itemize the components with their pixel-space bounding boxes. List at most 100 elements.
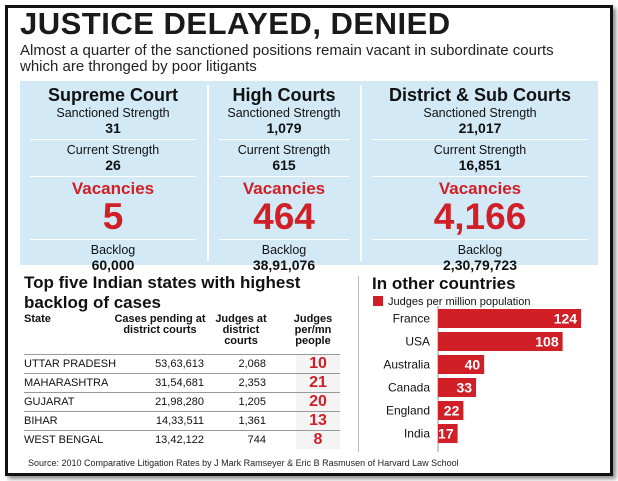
court-name: Supreme Court [47, 85, 179, 105]
court-column-district: District & Sub Courts Sanctioned Strengt… [362, 81, 598, 273]
states-table: State Cases pending at district courts J… [24, 314, 340, 449]
bar-value-label: 108 [535, 334, 559, 350]
court-name: District & Sub Courts [388, 85, 571, 105]
row-state: UTTAR PRADESH [24, 358, 117, 370]
sanctioned-label: Sanctioned Strength [56, 106, 170, 120]
category-label: USA [405, 335, 430, 349]
court-name: High Courts [232, 85, 336, 105]
category-label: France [393, 312, 431, 326]
row-per-mn: 13 [296, 412, 340, 430]
backlog-value: 38,91,076 [252, 257, 316, 273]
backlog-value: 2,30,79,723 [443, 257, 517, 273]
bar [438, 355, 485, 374]
header-cases: Cases pending at district courts [114, 313, 206, 336]
divider [219, 239, 349, 240]
row-per-mn: 10 [296, 355, 340, 373]
chart-title: In other countries [372, 274, 516, 293]
table-row: MAHARASHTRA 31,54,681 2,353 21 [24, 373, 340, 392]
bar [438, 309, 582, 328]
subhead: Almost a quarter of the sanctioned posit… [20, 42, 554, 75]
chart-legend: Judges per million population [373, 296, 530, 308]
vacancies-value: 464 [253, 196, 315, 237]
row-cases: 31,54,681 [155, 377, 204, 389]
legend-swatch [373, 296, 383, 306]
courts-panel: Supreme Court Sanctioned Strength 31 Cur… [20, 81, 598, 273]
sanctioned-value: 31 [105, 120, 121, 136]
backlog-value: 60,000 [91, 257, 135, 273]
bar-value-label: 33 [456, 380, 472, 396]
row-state: GUJARAT [24, 396, 75, 408]
bar [438, 424, 458, 443]
row-per-mn: 20 [296, 393, 340, 411]
category-label: Australia [383, 358, 430, 372]
divider [30, 176, 196, 177]
current-label: Current Strength [66, 143, 160, 157]
current-label: Current Strength [433, 143, 527, 157]
vacancies-label: Vacancies [71, 179, 155, 198]
column-separator [207, 85, 209, 261]
table-row: UTTAR PRADESH 53,63,613 2,068 10 [24, 354, 340, 373]
current-value: 16,851 [458, 157, 502, 173]
court-column-high: High Courts Sanctioned Strength 1,079 Cu… [209, 81, 359, 273]
sanctioned-label: Sanctioned Strength [227, 106, 341, 120]
divider [219, 176, 349, 177]
row-per-mn: 8 [296, 431, 340, 449]
row-judges: 2,353 [238, 377, 266, 389]
bar-value-label: 40 [465, 357, 481, 373]
bar-value-label: 22 [444, 403, 460, 419]
row-cases: 53,63,613 [155, 358, 204, 370]
bar-value-label: 124 [554, 311, 578, 327]
divider [30, 239, 196, 240]
bar [438, 401, 464, 420]
category-label: Canada [388, 381, 430, 395]
sanctioned-value: 1,079 [266, 120, 302, 136]
row-judges: 1,205 [238, 396, 266, 408]
category-label: England [386, 404, 430, 418]
backlog-label: Backlog [261, 243, 307, 257]
headline: JUSTICE DELAYED, DENIED [20, 6, 451, 41]
row-per-mn: 21 [296, 374, 340, 392]
divider [372, 139, 588, 140]
row-judges: 2,068 [238, 358, 266, 370]
current-value: 615 [272, 157, 296, 173]
bar [438, 378, 477, 397]
row-state: WEST BENGAL [24, 434, 104, 446]
current-value: 26 [105, 157, 121, 173]
header-judges: Judges at district courts [215, 313, 267, 347]
states-section-title: Top five Indian states with highest back… [24, 273, 301, 312]
current-label: Current Strength [237, 143, 331, 157]
backlog-label: Backlog [90, 243, 136, 257]
column-separator [360, 85, 362, 261]
row-cases: 21,98,280 [155, 396, 204, 408]
sanctioned-value: 21,017 [458, 120, 502, 136]
table-row: BIHAR 14,33,511 1,361 13 [24, 411, 340, 430]
row-judges: 744 [247, 434, 266, 446]
backlog-label: Backlog [457, 243, 503, 257]
table-header: State Cases pending at district courts J… [24, 314, 340, 354]
source-note: Source: 2010 Comparative Litigation Rate… [28, 458, 459, 468]
court-column-supreme: Supreme Court Sanctioned Strength 31 Cur… [20, 81, 206, 273]
sanctioned-label: Sanctioned Strength [423, 106, 537, 120]
row-cases: 13,42,122 [155, 434, 204, 446]
row-cases: 14,33,511 [155, 415, 204, 427]
header-state: State [24, 313, 51, 325]
legend-label: Judges per million population [388, 296, 531, 308]
vacancies-label: Vacancies [242, 179, 326, 198]
category-label: India [404, 427, 430, 441]
row-state: MAHARASHTRA [24, 377, 109, 389]
row-state: BIHAR [24, 415, 58, 427]
divider [219, 139, 349, 140]
divider [372, 239, 588, 240]
bar [438, 332, 563, 351]
bar-chart: France 124 USA 108 Australia 40 Canada 33 Englan… [383, 306, 582, 452]
divider [372, 176, 588, 177]
vacancies-value: 4,166 [433, 196, 527, 237]
row-judges: 1,361 [238, 415, 266, 427]
bar-value-label: 17 [438, 426, 454, 442]
vacancies-label: Vacancies [438, 179, 522, 198]
divider [30, 139, 196, 140]
table-row: GUJARAT 21,98,280 1,205 20 [24, 392, 340, 411]
table-row: WEST BENGAL 13,42,122 744 8 [24, 430, 340, 449]
vacancies-value: 5 [102, 196, 124, 237]
section-divider [358, 276, 359, 452]
